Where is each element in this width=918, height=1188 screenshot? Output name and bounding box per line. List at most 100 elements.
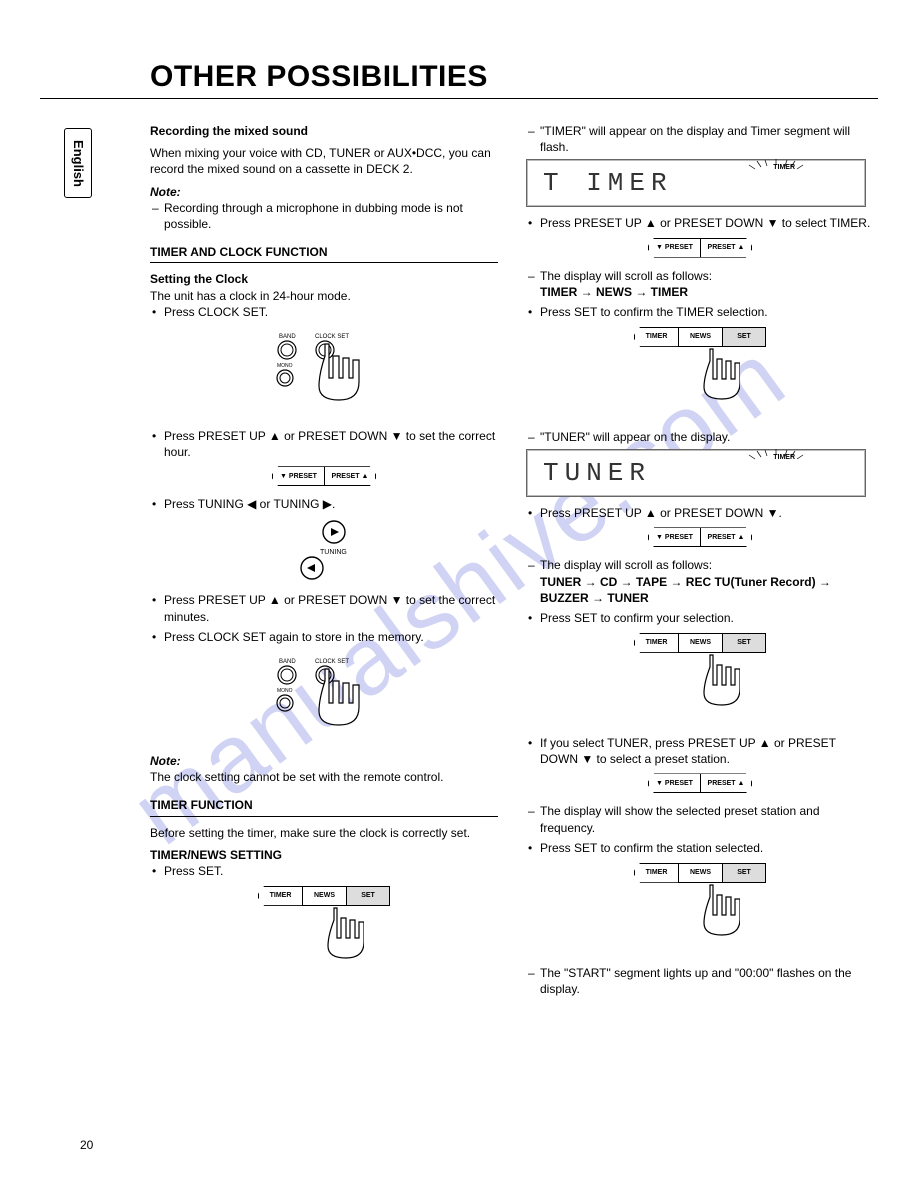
fig-preset-buttons-r3: ▼ PRESET PRESET ▲ (526, 773, 874, 793)
r-b2: Press SET to confirm the TIMER selection… (526, 304, 874, 320)
band-label: BAND (279, 334, 296, 340)
clock-steps-1: Press CLOCK SET. (150, 304, 498, 320)
clock-steps-4: Press PRESET UP ▲ or PRESET DOWN ▼ to se… (150, 592, 498, 645)
news-button: NEWS (678, 863, 722, 883)
pointing-hand-icon (328, 908, 364, 958)
mono-label: MONO (277, 363, 293, 369)
r-b5: If you select TUNER, press PRESET UP ▲ o… (526, 735, 874, 767)
rec-mixed-body: When mixing your voice with CD, TUNER or… (150, 145, 498, 177)
timer-button: TIMER (258, 886, 302, 906)
preset-down-button: ▼ PRESET (648, 527, 700, 547)
fig-tuning-buttons: TUNING (150, 518, 498, 582)
note-2: The clock setting cannot be set with the… (150, 769, 498, 785)
title-rule (40, 98, 878, 99)
r-b4: Press SET to confirm your selection. (526, 610, 874, 626)
r-b1: Press PRESET UP ▲ or PRESET DOWN ▼ to se… (526, 215, 874, 231)
r-d2: The display will scroll as follows: TIME… (526, 268, 874, 300)
clockset-label: CLOCK SET (315, 334, 349, 340)
preset-up-button: PRESET ▲ (700, 773, 752, 793)
news-button: NEWS (678, 633, 722, 653)
fig-preset-buttons-r1: ▼ PRESET PRESET ▲ (526, 238, 874, 258)
r-step-preset-updown: Press PRESET UP ▲ or PRESET DOWN ▼. (526, 505, 874, 521)
fig-three-btn-set-r3: TIMER NEWS SET (526, 862, 874, 955)
r-d3: "TUNER" will appear on the display. (526, 429, 874, 445)
preset-down-button: ▼ PRESET (648, 238, 700, 258)
r-timer-appear: "TIMER" will appear on the display and T… (526, 123, 874, 155)
timer-button: TIMER (634, 633, 678, 653)
set-button: SET (722, 863, 766, 883)
pointing-hand-icon (704, 349, 740, 399)
page-number: 20 (80, 1138, 93, 1152)
tuning-label: TUNING (320, 549, 347, 556)
r-scroll-1: The display will scroll as follows: TIME… (526, 268, 874, 300)
r-b3: Press PRESET UP ▲ or PRESET DOWN ▼. (526, 505, 874, 521)
left-column: Recording the mixed sound When mixing yo… (150, 123, 498, 1001)
timer-segment-label: TIMER (773, 453, 795, 462)
r-b6: Press SET to confirm the station selecte… (526, 840, 874, 856)
svg-text:CLOCK SET: CLOCK SET (315, 659, 349, 665)
set-clock-heading: Setting the Clock (150, 271, 498, 287)
preset-down-button: ▼ PRESET (272, 466, 324, 486)
preset-up-button: PRESET ▲ (700, 238, 752, 258)
r-tuner-appear: "TUNER" will appear on the display. (526, 429, 874, 445)
fig-preset-buttons-1: ▼ PRESET PRESET ▲ (150, 466, 498, 486)
svg-text:MONO: MONO (277, 688, 293, 694)
right-column: "TIMER" will appear on the display and T… (526, 123, 874, 1001)
page-title: OTHER POSSIBILITIES (150, 60, 878, 94)
timer-function-heading: TIMER FUNCTION (150, 797, 498, 816)
r-d5: The display will show the selected prese… (526, 803, 874, 835)
fig-clockset-hand-2: BAND MONO CLOCK SET (150, 651, 498, 743)
r-step-select-tuner-preset: If you select TUNER, press PRESET UP ▲ o… (526, 735, 874, 767)
note-label-1: Note: (150, 184, 498, 200)
r-display-preset-freq: The display will show the selected prese… (526, 803, 874, 835)
timer-segment-label: TIMER (773, 163, 795, 172)
rec-mixed-heading: Recording the mixed sound (150, 123, 498, 139)
news-button: NEWS (302, 886, 346, 906)
fig-preset-buttons-r2: ▼ PRESET PRESET ▲ (526, 527, 874, 547)
news-button: NEWS (678, 327, 722, 347)
content-columns: Recording the mixed sound When mixing yo… (150, 123, 878, 1001)
display-tuner: TIMER TUNER (526, 449, 866, 497)
pointing-hand-icon (319, 669, 359, 725)
set-button: SET (346, 886, 390, 906)
timer-news-steps: Press SET. (150, 863, 498, 879)
note-list-1: Recording through a microphone in dubbin… (150, 200, 498, 232)
r-d1: "TIMER" will appear on the display and T… (526, 123, 874, 155)
preset-up-button: PRESET ▲ (324, 466, 376, 486)
step-preset-min: Press PRESET UP ▲ or PRESET DOWN ▼ to se… (150, 592, 498, 624)
r-step-set-selection: Press SET to confirm your selection. (526, 610, 874, 626)
timer-button: TIMER (634, 327, 678, 347)
fig-three-btn-set-1: TIMER NEWS SET (150, 885, 498, 978)
r-start-flashes: The "START" segment lights up and "00:00… (526, 965, 874, 997)
tuning-left-icon (307, 564, 315, 572)
language-tab: English (64, 128, 92, 198)
display-tuner-text: TUNER (543, 456, 651, 491)
set-clock-body: The unit has a clock in 24-hour mode. (150, 288, 498, 304)
clock-steps-2: Press PRESET UP ▲ or PRESET DOWN ▼ to se… (150, 428, 498, 460)
display-timer-text: T IMER (543, 166, 673, 201)
set-button: SET (722, 327, 766, 347)
pointing-hand-icon (319, 344, 359, 400)
step-preset-hour: Press PRESET UP ▲ or PRESET DOWN ▼ to se… (150, 428, 498, 460)
tuning-right-icon (331, 528, 339, 536)
r-scroll-2: The display will scroll as follows: TUNE… (526, 557, 874, 606)
fig-three-btn-set-r2: TIMER NEWS SET (526, 632, 874, 725)
step-clockset-store: Press CLOCK SET again to store in the me… (150, 629, 498, 645)
clock-steps-3: Press TUNING ◀ or TUNING ▶. (150, 496, 498, 512)
r-d4: The display will scroll as follows: TUNE… (526, 557, 874, 606)
fig-three-btn-set-r1: TIMER NEWS SET (526, 326, 874, 419)
r-d6: The "START" segment lights up and "00:00… (526, 965, 874, 997)
timer-function-body: Before setting the timer, make sure the … (150, 825, 498, 841)
note-label-2: Note: (150, 753, 498, 769)
timer-clock-heading: TIMER AND CLOCK FUNCTION (150, 244, 498, 263)
step-press-clockset: Press CLOCK SET. (150, 304, 498, 320)
preset-down-button: ▼ PRESET (648, 773, 700, 793)
display-timer: TIMER T IMER (526, 159, 866, 207)
note-1: Recording through a microphone in dubbin… (150, 200, 498, 232)
step-tuning: Press TUNING ◀ or TUNING ▶. (150, 496, 498, 512)
language-tab-label: English (71, 140, 86, 187)
pointing-hand-icon (704, 885, 740, 935)
pointing-hand-icon (704, 655, 740, 705)
svg-text:BAND: BAND (279, 659, 296, 665)
step-press-set: Press SET. (150, 863, 498, 879)
